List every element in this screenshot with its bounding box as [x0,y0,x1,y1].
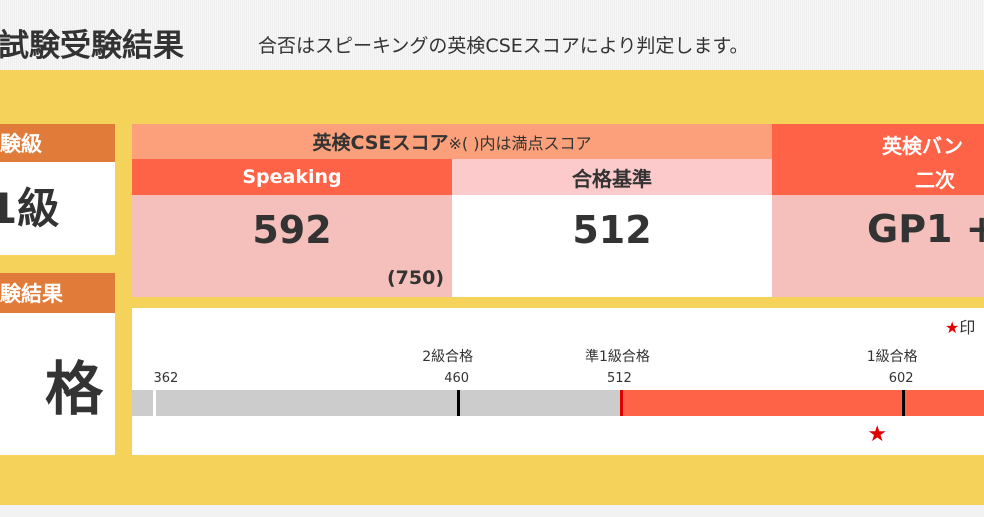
speaking-score: 592 [252,208,332,252]
score-star-icon: ★ [867,422,888,447]
pass-cell: 512 [452,195,772,297]
result-value: 格 [0,313,115,455]
pass-criteria-label: 合格基準 [452,159,772,195]
page-subtitle: 合否はスピーキングの英検CSEスコアにより判定します。 [258,35,749,57]
bar-above-pass [621,390,984,416]
pass-score: 512 [572,208,652,252]
speaking-max: (750) [386,267,444,289]
level-label: 2級合格 [422,349,474,365]
legend-text: ★印 [945,318,976,337]
level-label: 1級合格 [866,349,918,365]
header-bar: 試験受験結果 合否はスピーキングの英検CSEスコアにより判定します。 [0,0,984,70]
level-label: 準1級合格 [585,349,650,365]
band-value: GP1 + [867,207,984,251]
tick-line [620,390,623,416]
speaking-cell: 592 (750) [132,195,452,297]
tick-label: 460 [444,371,470,386]
tick-label: 512 [607,371,632,386]
band-cell: GP1 + [772,195,984,297]
tick-label: 602 [888,371,914,386]
score-scale: ★印 362 460 2級合格 512 準1級合格 602 1級合格 ★ [132,308,984,455]
tick-line [901,390,905,416]
grade-value: 1級 [0,162,115,255]
tick-label: 362 [153,371,179,386]
grade-value-text: 1級 [0,184,60,233]
cse-header-note: ※( )内は満点スコア [448,133,592,153]
tick-line [457,390,461,416]
band-header-text: 英検バン [882,134,963,158]
grade-label: 験級 [0,124,115,162]
band-header: 英検バン 二次 [772,124,984,195]
cse-header-text: 英検CSEスコア [312,132,449,154]
bar-gap [153,390,156,416]
bar-below-pass [132,390,621,416]
speaking-label: Speaking [132,159,452,195]
cse-score-header: 英検CSEスコア ※( )内は満点スコア [132,124,772,159]
legend: ★印 [945,314,975,338]
band-sub: 二次 [915,168,955,192]
page-title: 試験受験結果 [0,28,184,64]
result-label: 験結果 [0,273,115,313]
scale-bar [132,390,984,416]
